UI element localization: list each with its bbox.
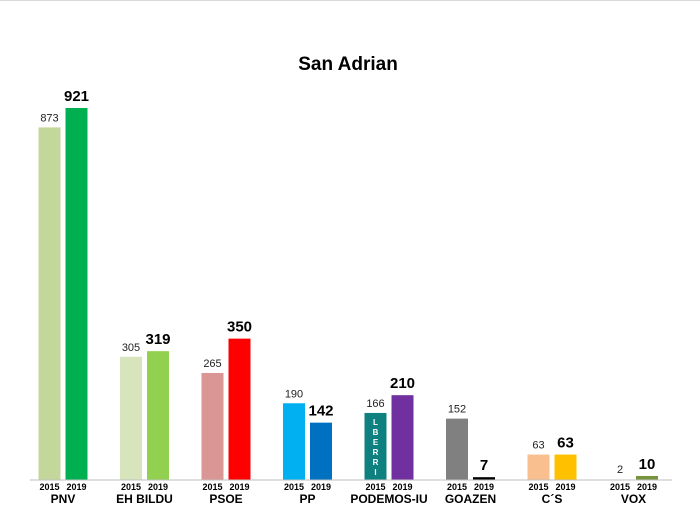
bar-inner-letter: I — [374, 468, 376, 477]
bar-c-s-2015 — [527, 454, 550, 480]
category-label-goazen: GOAZEN — [445, 492, 496, 506]
bar-goazen-2015 — [446, 418, 468, 480]
data-label-c-s-2015: 63 — [532, 440, 544, 452]
category-label-eh-bildu: EH BILDU — [116, 492, 173, 506]
data-label-podemos-iu-2015: 166 — [366, 398, 384, 410]
bar-inner-letter: B — [373, 428, 379, 437]
bar-pp-2019 — [310, 422, 332, 480]
year-label-vox-2019: 2019 — [637, 482, 657, 492]
year-label-pp-2019: 2019 — [311, 482, 331, 492]
year-label-pnv-2019: 2019 — [66, 482, 86, 492]
year-label-podemos-iu-2019: 2019 — [392, 482, 412, 492]
data-label-eh-bildu-2019: 319 — [145, 331, 170, 348]
data-label-eh-bildu-2015: 305 — [122, 342, 140, 354]
bar-pp-2015 — [283, 403, 305, 480]
category-label-pnv: PNV — [51, 492, 76, 506]
year-label-eh-bildu-2015: 2015 — [121, 482, 141, 492]
bar-vox-2019 — [636, 475, 658, 480]
bar-inner-letter: R — [373, 458, 379, 467]
bar-psoe-2019 — [228, 338, 251, 480]
data-label-pp-2019: 142 — [308, 403, 333, 420]
category-label-vox: VOX — [621, 492, 646, 506]
data-label-podemos-iu-2019: 210 — [390, 375, 415, 392]
bar-c-s-2019 — [554, 454, 577, 480]
bar-pnv-2015 — [38, 127, 61, 480]
data-label-psoe-2015: 265 — [203, 358, 221, 370]
data-label-pnv-2015: 873 — [40, 112, 58, 124]
year-label-goazen-2015: 2015 — [447, 482, 467, 492]
data-label-pnv-2019: 921 — [64, 88, 89, 105]
category-label-pp: PP — [299, 492, 315, 506]
data-label-goazen-2019: 7 — [480, 457, 488, 474]
bar-goazen-2019 — [473, 477, 495, 480]
year-label-psoe-2019: 2019 — [229, 482, 249, 492]
bar-psoe-2015 — [201, 372, 224, 480]
category-label-psoe: PSOE — [209, 492, 242, 506]
data-label-vox-2019: 10 — [639, 456, 656, 473]
bar-pnv-2019 — [65, 108, 88, 480]
bar-podemos-iu-2019 — [391, 395, 414, 480]
year-label-goazen-2019: 2019 — [474, 482, 494, 492]
bar-podemos-iu-2015 — [364, 412, 387, 480]
bar-inner-letter: R — [373, 448, 379, 457]
year-label-pnv-2015: 2015 — [39, 482, 59, 492]
year-label-c-s-2015: 2015 — [528, 482, 548, 492]
data-label-goazen-2015: 152 — [448, 404, 466, 416]
category-label-c-s: C´S — [542, 492, 563, 506]
chart-title: San Adrian — [298, 54, 398, 75]
data-label-psoe-2019: 350 — [227, 319, 252, 336]
year-label-eh-bildu-2019: 2019 — [148, 482, 168, 492]
bar-eh-bildu-2015 — [120, 356, 142, 480]
data-label-pp-2015: 190 — [285, 388, 303, 400]
year-label-vox-2015: 2015 — [610, 482, 630, 492]
year-label-podemos-iu-2015: 2015 — [365, 482, 385, 492]
data-label-vox-2015: 2 — [617, 464, 623, 476]
bar-inner-letter: L — [373, 418, 378, 427]
bar-eh-bildu-2019 — [147, 351, 169, 480]
data-label-c-s-2019: 63 — [557, 435, 574, 452]
category-label-podemos-iu: PODEMOS-IU — [350, 492, 427, 506]
bar-inner-letter: E — [373, 438, 379, 447]
year-label-c-s-2019: 2019 — [555, 482, 575, 492]
year-label-psoe-2015: 2015 — [202, 482, 222, 492]
year-label-pp-2015: 2015 — [284, 482, 304, 492]
